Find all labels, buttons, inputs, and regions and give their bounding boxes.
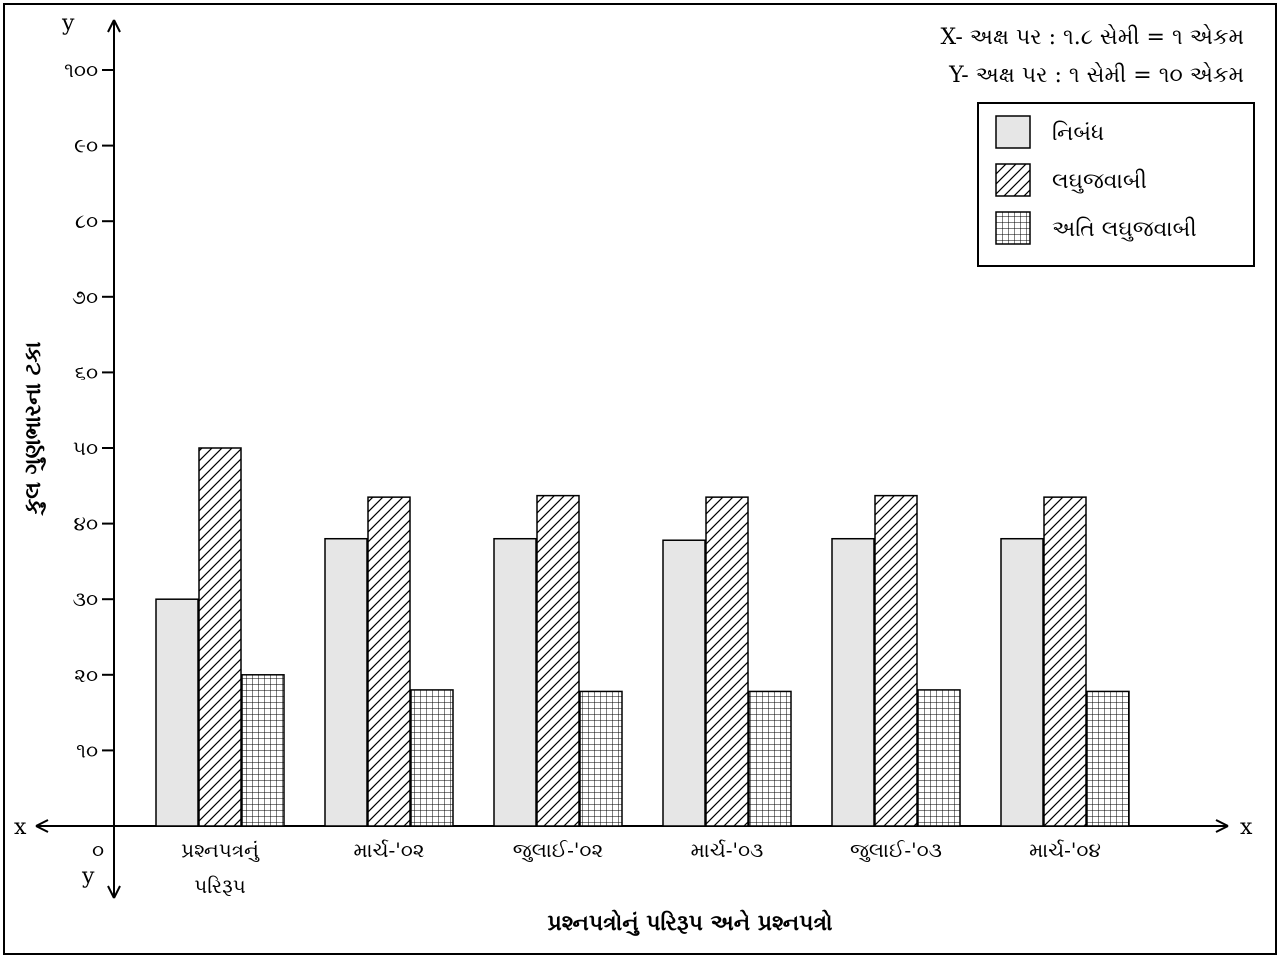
legend: નિબંધ લઘુજવાબી અતિ લઘુજવાબી	[977, 102, 1255, 267]
bar-series-3-cat-3	[579, 690, 623, 827]
x-axis-right-letter: x	[1240, 815, 1253, 840]
y-tick-label: ૧૦૦	[64, 58, 98, 82]
y-axis-bottom-letter: y	[81, 864, 95, 889]
x-tick-labels: પ્રશ્નપત્રનું પરિરૂપ માર્ચ-'૦૨ જુલાઈ-'૦૨ માર…	[181, 838, 1101, 898]
y-tick-label: ૭૦	[72, 285, 98, 309]
bar-series-2-cat-4	[705, 496, 749, 827]
bar-series-2-cat-2	[367, 496, 411, 827]
origin-label: ૦	[92, 838, 104, 862]
y-tick-label: ૪૦	[74, 512, 98, 536]
x-tick-label: પ્રશ્નપત્રનું પરિરૂપ	[181, 838, 260, 898]
x-axis-title: પ્રશ્નપત્રોનું પરિરૂપ અને પ્રશ્નપત્રો	[547, 909, 833, 937]
legend-label-3: અતિ લઘુજવાબી	[1052, 217, 1197, 242]
y-axis-title: કુલ ગુણભારના ટકા	[21, 342, 46, 517]
bar-series-1-cat-5	[831, 537, 875, 827]
bar-series-2-cat-6	[1043, 496, 1087, 827]
bar-series-1-cat-3	[493, 537, 537, 827]
y-tick-label: ૩૦	[73, 587, 98, 611]
x-tick-label: માર્ચ-'૦૪	[1029, 838, 1101, 862]
bars	[155, 447, 1130, 827]
bar-series-3-cat-5	[917, 689, 961, 827]
y-tick-label: ૯૦	[74, 134, 98, 158]
x-axis-left-letter: x	[14, 815, 27, 840]
legend-swatch-2	[995, 163, 1031, 197]
bar-series-3-cat-2	[410, 689, 454, 827]
x-axis-right-arrow	[1215, 819, 1229, 833]
legend-swatch-3	[995, 211, 1031, 245]
chart-text: x x y y પ્રશ્નપત્રોનું પરિરૂપ અને પ્રશ્નપત્ર…	[14, 11, 1253, 936]
bar-series-1-cat-1	[155, 598, 199, 827]
bar-series-1-cat-4	[662, 539, 706, 827]
legend-swatch-1	[995, 115, 1031, 149]
legend-label-1: નિબંધ	[1052, 121, 1104, 146]
bar-series-1-cat-6	[1000, 537, 1044, 827]
x-axis-left-arrow	[35, 819, 49, 833]
y-ticks: ૧૦ ૨૦ ૩૦ ૪૦ ૫૦ ૬૦ ૭૦ ૮૦ ૯૦ ૧૦૦ ૦	[64, 58, 114, 862]
bar-series-3-cat-6	[1086, 690, 1130, 827]
x-tick-label: માર્ચ-'૦૨	[353, 838, 424, 862]
y-axis-top-letter: y	[61, 11, 75, 36]
legend-label-2: લઘુજવાબી	[1052, 169, 1147, 194]
y-tick-label: ૨૦	[74, 663, 98, 687]
y-tick-label: ૬૦	[75, 360, 98, 384]
y-axis-bottom-arrow	[107, 885, 121, 899]
y-tick-label: ૧૦	[76, 738, 98, 762]
bar-series-1-cat-2	[324, 537, 368, 827]
y-axis-top-arrow	[107, 19, 121, 33]
bar-series-2-cat-3	[536, 494, 580, 827]
bar-series-3-cat-4	[748, 690, 792, 827]
x-tick-label: જુલાઈ-'૦૩	[850, 838, 942, 862]
bar-series-2-cat-1	[198, 447, 242, 827]
x-tick-label: માર્ચ-'૦૩	[691, 838, 764, 862]
scale-note-2: Y- અક્ષ પર : ૧ સેમી = ૧૦ એકમ	[948, 62, 1244, 88]
bar-series-3-cat-1	[241, 674, 285, 827]
scale-note-1: X- અક્ષ પર : ૧.૮ સેમી = ૧ એકમ	[940, 24, 1244, 50]
y-tick-label: ૮૦	[75, 209, 98, 233]
x-tick-label: જુલાઈ-'૦૨	[513, 838, 604, 862]
y-tick-label: ૫૦	[73, 436, 98, 460]
bar-series-2-cat-5	[874, 494, 918, 827]
